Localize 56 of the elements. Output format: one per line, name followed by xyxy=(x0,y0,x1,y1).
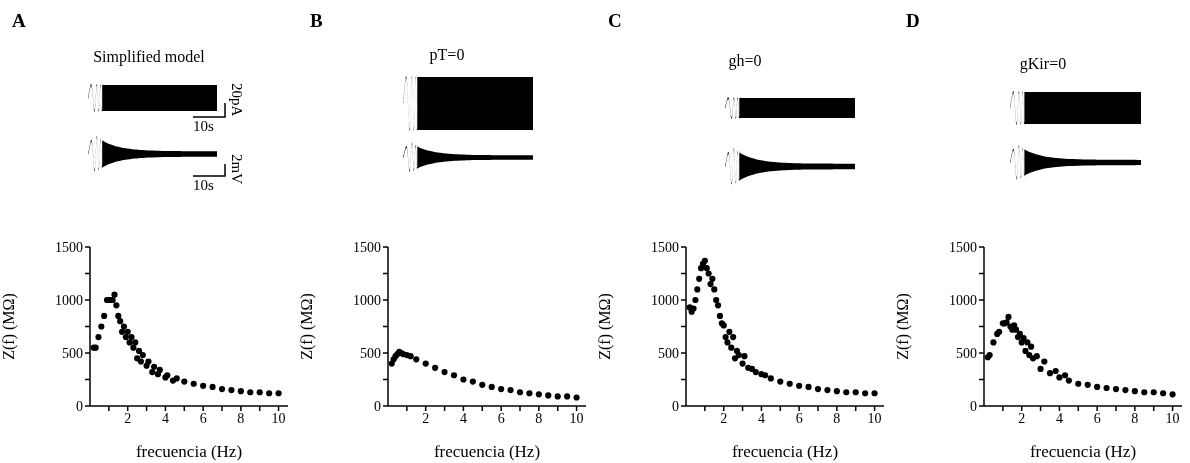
chart-title: gh=0 xyxy=(727,52,763,70)
x-tick-label: 10 xyxy=(271,410,286,426)
y-axis-title: Z(f) (MΩ) xyxy=(893,293,912,360)
text: B xyxy=(310,10,323,32)
x-axis-title: frecuencia (Hz) xyxy=(731,442,839,461)
y-tick-label: 1000 xyxy=(55,292,83,308)
y-tick-label: 1500 xyxy=(949,239,977,255)
chart-title: gKir=0 xyxy=(1018,55,1068,73)
text: 10s xyxy=(193,177,214,194)
x-tick-label: 4 xyxy=(459,410,467,426)
y-tick-label: 500 xyxy=(658,345,679,361)
y-tick-label: 0 xyxy=(672,398,679,414)
text: 2mV xyxy=(228,154,245,184)
x-tick-label: 4 xyxy=(1055,410,1063,426)
y-tick-label: 500 xyxy=(956,345,977,361)
x-tick-label: 6 xyxy=(795,410,803,426)
x-tick-label: 2 xyxy=(422,410,430,426)
x-tick-label: 8 xyxy=(237,410,245,426)
x-tick-label: 4 xyxy=(161,410,169,426)
y-tick-label: 0 xyxy=(374,398,381,414)
y-axis-title: Z(f) (MΩ) xyxy=(297,293,316,360)
y-tick-label: 1500 xyxy=(55,239,83,255)
text: A xyxy=(12,10,26,32)
x-tick-label: 6 xyxy=(497,410,505,426)
x-tick-label: 4 xyxy=(757,410,765,426)
y-tick-label: 500 xyxy=(62,345,83,361)
x-tick-label: 8 xyxy=(535,410,543,426)
y-tick-label: 0 xyxy=(970,398,977,414)
x-tick-label: 10 xyxy=(569,410,584,426)
x-axis-title: frecuencia (Hz) xyxy=(433,442,541,461)
y-tick-label: 1000 xyxy=(651,292,679,308)
x-axis-title: frecuencia (Hz) xyxy=(1029,442,1137,461)
x-tick-label: 10 xyxy=(1165,410,1180,426)
y-tick-label: 500 xyxy=(360,345,381,361)
x-tick-label: 10 xyxy=(867,410,882,426)
x-tick-label: 8 xyxy=(833,410,841,426)
text: 20pA xyxy=(228,83,245,117)
x-tick-label: 8 xyxy=(1131,410,1139,426)
y-axis-title: Z(f) (MΩ) xyxy=(595,293,614,360)
y-axis-title: Z(f) (MΩ) xyxy=(0,293,18,360)
x-tick-label: 6 xyxy=(1093,410,1101,426)
text: C xyxy=(608,10,622,32)
chart-title: pT=0 xyxy=(428,46,466,64)
x-axis-title: frecuencia (Hz) xyxy=(135,442,243,461)
text: D xyxy=(906,10,920,32)
text: 10s xyxy=(193,118,214,135)
x-tick-label: 2 xyxy=(1018,410,1026,426)
y-tick-label: 1500 xyxy=(651,239,679,255)
x-tick-label: 6 xyxy=(199,410,207,426)
x-tick-label: 2 xyxy=(720,410,728,426)
y-tick-label: 1500 xyxy=(353,239,381,255)
y-tick-label: 0 xyxy=(76,398,83,414)
x-tick-label: 2 xyxy=(124,410,132,426)
y-tick-label: 1000 xyxy=(353,292,381,308)
y-tick-label: 1000 xyxy=(949,292,977,308)
chart-title: Simplified model xyxy=(92,48,206,66)
